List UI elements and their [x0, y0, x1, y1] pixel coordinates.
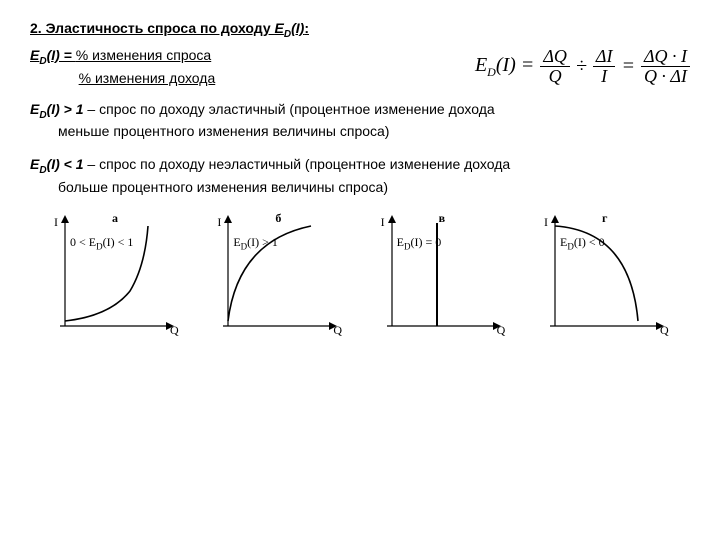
panel-label: в [439, 211, 445, 226]
chart-г: г I ED(I) < 0 Q [530, 211, 680, 361]
def-denominator: % изменения дохода [79, 70, 216, 86]
condition-label: 0 < ED(I) < 1 [70, 235, 133, 251]
x-axis-label: Q [660, 323, 669, 338]
heading-ed: ED(I) [275, 20, 305, 36]
heading-text: 2. Эластичность спроса по доходу [30, 20, 275, 36]
y-axis-label: I [217, 215, 221, 230]
chart-б: б I ED(I) > 1 Q [203, 211, 353, 361]
x-axis-label: Q [497, 323, 506, 338]
paragraph-elastic: ED(I) > 1 – спрос по доходу эластичный (… [30, 100, 690, 141]
definition-left: ED(I) = % изменения спроса ED(I) = % изм… [30, 46, 215, 88]
panel-label: г [602, 211, 607, 226]
formula-display: ED(I) = ΔQQ ÷ ΔII = ΔQ · IQ · ΔI [475, 47, 690, 88]
y-axis-label: I [544, 215, 548, 230]
panel-label: б [275, 211, 281, 226]
chart-svg [367, 211, 517, 341]
chart-в: в I ED(I) = 0 Q [367, 211, 517, 361]
y-axis-label: I [54, 215, 58, 230]
panel-label: а [112, 211, 118, 226]
paragraph-inelastic: ED(I) < 1 – спрос по доходу неэластичный… [30, 155, 690, 196]
condition-label: ED(I) > 1 [233, 235, 278, 251]
chart-svg [40, 211, 190, 341]
x-axis-label: Q [333, 323, 342, 338]
chart-а: а I 0 < ED(I) < 1 Q [40, 211, 190, 361]
condition-label: ED(I) = 0 [397, 235, 442, 251]
x-axis-label: Q [170, 323, 179, 338]
condition-label: ED(I) < 0 [560, 235, 605, 251]
y-axis-label: I [381, 215, 385, 230]
chart-svg [530, 211, 680, 341]
chart-svg [203, 211, 353, 341]
definition-row: ED(I) = % изменения спроса ED(I) = % изм… [30, 46, 690, 88]
section-heading: 2. Эластичность спроса по доходу ED(I): [30, 20, 690, 40]
charts-row: а I 0 < ED(I) < 1 Qб I ED(I) > 1 Qв I ED(I) = 0 Q… [30, 211, 690, 361]
def-numerator: % изменения спроса [76, 47, 211, 63]
